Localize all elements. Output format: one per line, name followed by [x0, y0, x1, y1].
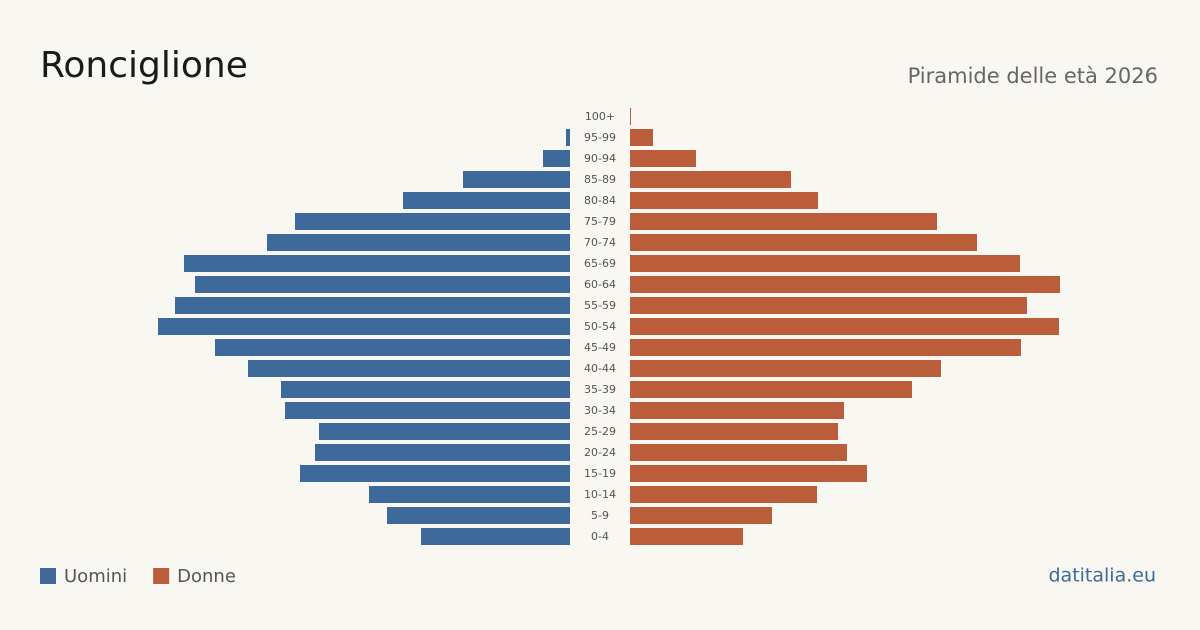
category-label: 85-89 — [584, 173, 616, 186]
bar — [630, 360, 941, 377]
bar — [195, 276, 570, 293]
bar — [319, 423, 570, 440]
category-label: 35-39 — [584, 383, 616, 396]
bar — [281, 381, 570, 398]
bar — [630, 486, 817, 503]
category-label: 65-69 — [584, 257, 616, 270]
legend-label: Donne — [177, 566, 236, 587]
bar — [566, 129, 570, 146]
bar — [285, 402, 570, 419]
bar — [630, 318, 1059, 335]
legend-swatch — [40, 568, 56, 584]
bar — [630, 108, 631, 125]
category-label: 90-94 — [584, 152, 616, 165]
bar — [630, 171, 791, 188]
category-label: 80-84 — [584, 194, 616, 207]
source: datitalia.eu — [1049, 565, 1157, 587]
bar — [630, 507, 772, 524]
bar — [630, 423, 838, 440]
category-label: 50-54 — [584, 320, 616, 333]
bar — [630, 402, 844, 419]
bar — [295, 213, 570, 230]
category-label: 60-64 — [584, 278, 616, 291]
category-label: 15-19 — [584, 467, 616, 480]
category-label: 45-49 — [584, 341, 616, 354]
bar — [630, 444, 847, 461]
bar — [630, 255, 1020, 272]
category-label: 70-74 — [584, 236, 616, 249]
category-label: 0-4 — [591, 530, 609, 543]
bar — [387, 507, 570, 524]
bar — [630, 297, 1027, 314]
bar — [215, 339, 570, 356]
category-label: 40-44 — [584, 362, 616, 375]
category-label: 75-79 — [584, 215, 616, 228]
bar — [463, 171, 570, 188]
category-label: 95-99 — [584, 131, 616, 144]
category-label: 100+ — [585, 110, 615, 123]
category-label: 5-9 — [591, 509, 609, 522]
chart-subtitle: Piramide delle età 2026 — [908, 64, 1158, 88]
bar — [421, 528, 570, 545]
bar — [630, 276, 1060, 293]
bar — [630, 528, 743, 545]
category-label: 10-14 — [584, 488, 616, 501]
category-label: 20-24 — [584, 446, 616, 459]
bar — [300, 465, 570, 482]
chart-title: Ronciglione — [40, 45, 248, 86]
bar — [630, 339, 1021, 356]
bar — [369, 486, 570, 503]
bar — [630, 381, 912, 398]
legend-label: Uomini — [64, 566, 127, 587]
bar — [403, 192, 570, 209]
bar — [248, 360, 570, 377]
bar — [630, 129, 653, 146]
bar — [630, 465, 867, 482]
bar — [267, 234, 570, 251]
bar — [543, 150, 570, 167]
bar — [630, 150, 696, 167]
bar — [184, 255, 570, 272]
bar — [315, 444, 570, 461]
category-label: 30-34 — [584, 404, 616, 417]
bar — [630, 213, 937, 230]
bar — [630, 234, 977, 251]
bar — [158, 318, 570, 335]
bar — [175, 297, 570, 314]
bar — [630, 192, 818, 209]
category-label: 25-29 — [584, 425, 616, 438]
legend-swatch — [153, 568, 170, 584]
category-label: 55-59 — [584, 299, 616, 312]
